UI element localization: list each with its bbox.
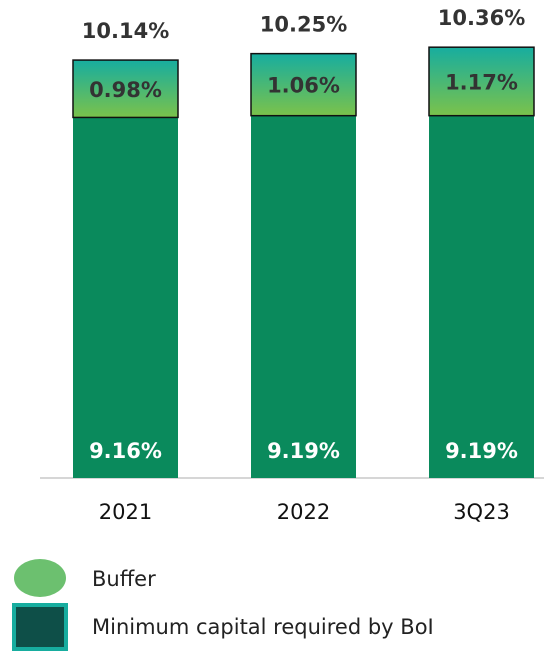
legend-swatch [14, 559, 66, 597]
value-label: 1.17% [445, 70, 518, 94]
total-label: 10.25% [260, 13, 347, 37]
x-tick-label: 2022 [277, 500, 330, 524]
value-label: 9.19% [267, 439, 340, 463]
bar-segment [428, 46, 535, 117]
value-label: 0.98% [89, 78, 162, 102]
bar-segment [429, 115, 534, 479]
total-label: 10.36% [438, 6, 525, 30]
bar-segment [250, 52, 357, 117]
legend-label: Minimum capital required by BoI [92, 615, 434, 639]
legend-label: Buffer [92, 567, 156, 591]
total-label: 10.14% [82, 19, 169, 43]
legend-swatch [12, 603, 68, 651]
value-label: 1.06% [267, 74, 340, 98]
value-label: 9.19% [445, 439, 518, 463]
bar-segment [72, 59, 179, 119]
x-tick-label: 2021 [99, 500, 152, 524]
bar-segment [251, 115, 356, 479]
bar-segment [73, 117, 178, 479]
value-label: 9.16% [89, 439, 162, 463]
x-tick-label: 3Q23 [453, 500, 510, 524]
